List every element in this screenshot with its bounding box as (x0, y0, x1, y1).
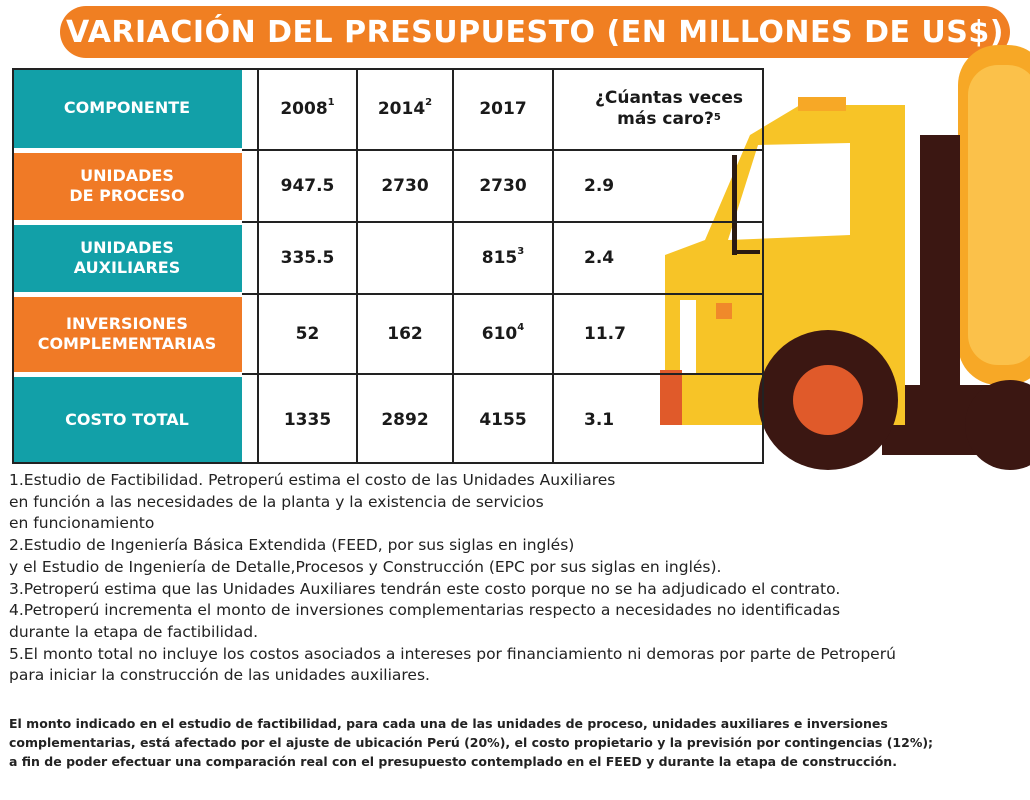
budget-table: COMPONENTE 20081 20142 2017 ¿Cúantas vec… (12, 68, 764, 464)
footnote-line: 5.El monto total no incluye los costos a… (9, 644, 896, 663)
disclaimer: El monto indicado en el estudio de facti… (9, 714, 1019, 771)
cell-2017: 4155 (453, 374, 554, 464)
row-label: COSTO TOTAL (12, 374, 242, 464)
disclaimer-line: El monto indicado en el estudio de facti… (9, 716, 888, 731)
footnote-line: para iniciar la construcción de las unid… (9, 666, 430, 685)
cell-2017: 2730 (453, 150, 554, 223)
cell-times: 11.7 (553, 294, 764, 375)
footnote-line: 1.Estudio de Factibilidad. Petroperú est… (9, 471, 616, 489)
footnote-line: en funcionamiento (9, 514, 155, 533)
table-row: UNIDADES DE PROCESO 947.5 2730 2730 2.9 (12, 150, 764, 225)
cell-2017: 8153 (453, 222, 554, 295)
header-component: COMPONENTE (12, 68, 242, 153)
page-title: VARIACIÓN DEL PRESUPUESTO (EN MILLONES D… (66, 14, 1004, 50)
footnote-line: 4.Petroperú incrementa el monto de inver… (9, 601, 841, 620)
footnote-line: durante la etapa de factibilidad. (9, 622, 259, 641)
table-row: UNIDADES AUXILIARES 335.5 8153 2.4 (12, 222, 764, 297)
cell-2014: 162 (357, 294, 454, 375)
footnote-line: en función a las necesidades de la plant… (9, 492, 544, 511)
footnote-line: 3.Petroperú estima que las Unidades Auxi… (9, 579, 841, 598)
row-label: UNIDADES AUXILIARES (12, 222, 242, 297)
table-row: INVERSIONES COMPLEMENTARIAS 52 162 6104 1… (12, 294, 764, 377)
row-label: UNIDADES DE PROCESO (12, 150, 242, 225)
row-label: INVERSIONES COMPLEMENTARIAS (12, 294, 242, 377)
cell-2017: 6104 (453, 294, 554, 375)
disclaimer-line: a fin de poder efectuar una comparación … (9, 754, 897, 769)
cell-2014: 2730 (357, 150, 454, 223)
table-row-total: COSTO TOTAL 1335 2892 4155 3.1 (12, 374, 764, 464)
title-banner: VARIACIÓN DEL PRESUPUESTO (EN MILLONES D… (60, 6, 1010, 58)
cell-times: 3.1 (584, 409, 615, 430)
header-2017: 2017 (453, 68, 554, 151)
footnote-line: y el Estudio de Ingeniería de Detalle,Pr… (9, 557, 722, 576)
cell-2008: 335.5 (258, 222, 358, 295)
cell-2008: 947.5 (258, 150, 358, 223)
table-header-row: COMPONENTE 20081 20142 2017 ¿Cúantas vec… (12, 68, 764, 153)
cell-2014: 2892 (357, 374, 454, 464)
footnote-line: 2.Estudio de Ingeniería Básica Extendida… (9, 536, 575, 555)
cell-times: 2.4 (553, 222, 764, 295)
disclaimer-line: complementarias, está afectado por el aj… (9, 735, 934, 750)
header-2014: 20142 (357, 68, 454, 151)
cell-2014 (357, 222, 454, 295)
header-2008: 20081 (258, 68, 358, 151)
cell-2008: 1335 (258, 374, 358, 464)
cell-times: 2.9 (553, 150, 764, 223)
cell-2008: 52 (258, 294, 358, 375)
header-times: ¿Cúantas veces más caro?5 (553, 68, 764, 151)
footnotes: 1.Estudio de Factibilidad. Petroperú est… (9, 470, 1009, 687)
